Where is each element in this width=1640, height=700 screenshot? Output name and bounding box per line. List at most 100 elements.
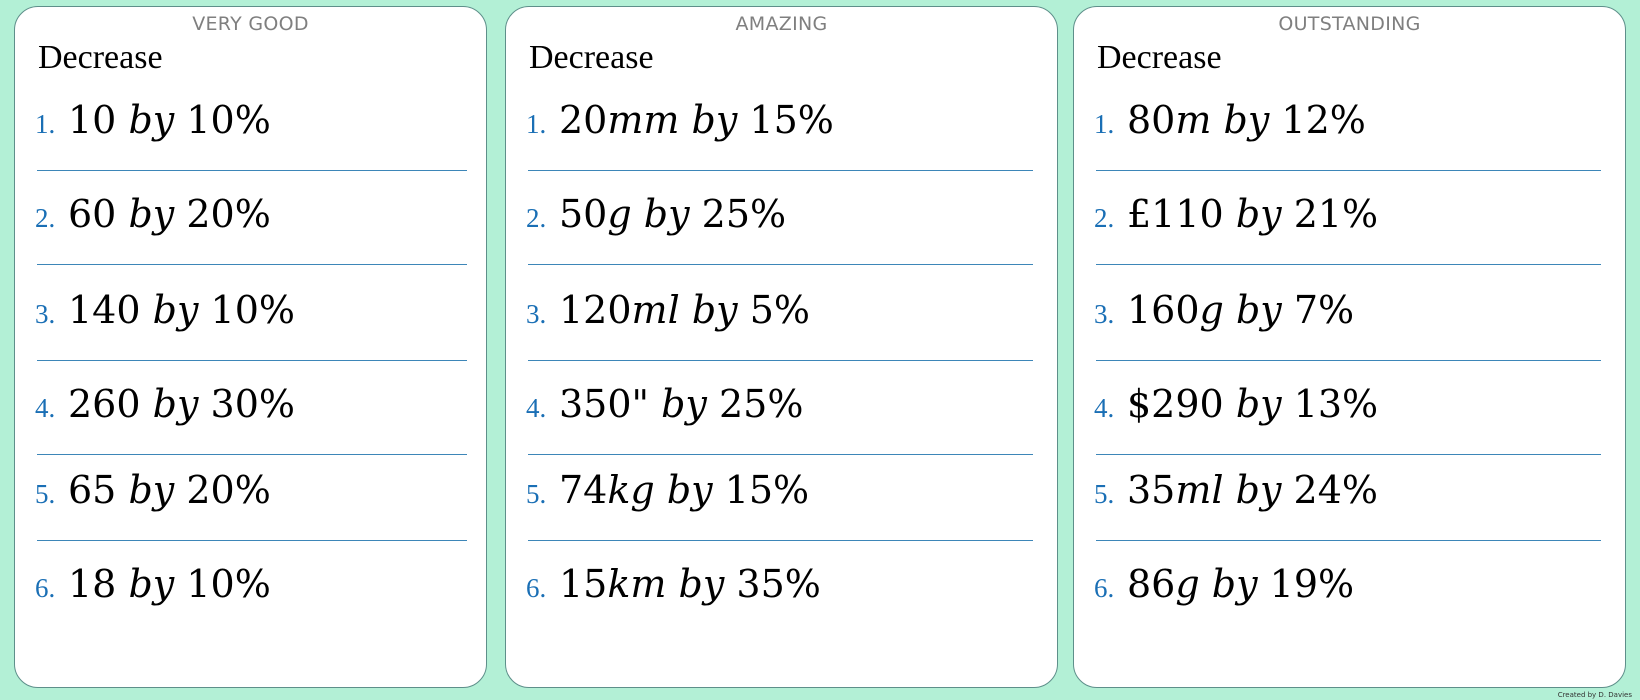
- question-percent: 10%: [186, 98, 271, 142]
- question-expression: 18 by 10%: [68, 562, 271, 606]
- answer-line: [1096, 454, 1601, 455]
- question-expression: 350" by 25%: [559, 382, 803, 426]
- question-row: 6. 18 by 10%: [15, 559, 486, 619]
- question-row: 5. 65 by 20%: [15, 465, 486, 525]
- question-row: 5. 74kg by 15%: [506, 465, 1057, 525]
- question-amount: 50: [559, 192, 608, 236]
- card-heading: Decrease: [529, 39, 654, 76]
- question-expression: 86g by 19%: [1127, 562, 1354, 606]
- question-number: 3.: [35, 299, 56, 329]
- question-unit: g: [1199, 288, 1224, 332]
- card-heading: Decrease: [38, 39, 163, 76]
- answer-line: [37, 170, 467, 171]
- question-amount: 160: [1127, 288, 1200, 332]
- answer-line: [1096, 540, 1601, 541]
- question-number: 5.: [1094, 479, 1115, 509]
- question-number: 6.: [35, 573, 56, 603]
- question-percent: 13%: [1293, 382, 1379, 426]
- question-expression: 65 by 20%: [68, 468, 271, 512]
- question-unit: m: [1175, 98, 1212, 142]
- question-amount: $290: [1127, 382, 1224, 426]
- question-expression: 260 by 30%: [68, 382, 295, 426]
- card-heading: Decrease: [1097, 39, 1222, 76]
- worksheet-card-very-good: VERY GOOD Decrease 1. 10 by 10% 2. 60 by 20…: [14, 6, 487, 688]
- question-amount: 140: [68, 288, 141, 332]
- question-amount: 65: [68, 468, 117, 512]
- question-row: 2. £110 by 21%: [1074, 189, 1625, 249]
- question-unit: mm: [607, 98, 680, 142]
- answer-line: [528, 264, 1033, 265]
- question-amount: 60: [68, 192, 117, 236]
- question-by: by: [152, 288, 199, 332]
- question-by: by: [1235, 468, 1282, 512]
- question-by: by: [1235, 192, 1282, 236]
- question-row: 3. 140 by 10%: [15, 285, 486, 345]
- question-by: by: [1211, 562, 1258, 606]
- card-title: VERY GOOD: [192, 13, 309, 35]
- question-row: 3. 160g by 7%: [1074, 285, 1625, 345]
- question-number: 2.: [526, 203, 547, 233]
- answer-line: [1096, 360, 1601, 361]
- card-title: OUTSTANDING: [1278, 13, 1421, 35]
- question-percent: 15%: [749, 98, 834, 142]
- question-by: by: [678, 562, 725, 606]
- question-unit: ml: [1175, 468, 1224, 512]
- question-unit: ml: [631, 288, 680, 332]
- question-row: 4. 260 by 30%: [15, 379, 486, 439]
- question-by: by: [1235, 382, 1282, 426]
- question-percent: 10%: [186, 562, 271, 606]
- question-row: 4. 350" by 25%: [506, 379, 1057, 439]
- worksheet-card-outstanding: OUTSTANDING Decrease 1. 80m by 12% 2. £110 …: [1073, 6, 1626, 688]
- question-expression: 10 by 10%: [68, 98, 271, 142]
- question-expression: 140 by 10%: [68, 288, 295, 332]
- question-amount: 120: [559, 288, 632, 332]
- question-by: by: [661, 382, 707, 426]
- question-number: 2.: [35, 203, 56, 233]
- question-by: by: [691, 98, 738, 142]
- question-row: 4. $290 by 13%: [1074, 379, 1625, 439]
- answer-line: [528, 454, 1033, 455]
- question-row: 3. 120ml by 5%: [506, 285, 1057, 345]
- question-percent: 15%: [724, 468, 810, 512]
- question-by: by: [152, 382, 199, 426]
- question-by: by: [691, 288, 738, 332]
- question-amount: £110: [1127, 192, 1224, 236]
- answer-line: [528, 540, 1033, 541]
- question-percent: 30%: [210, 382, 295, 426]
- answer-line: [1096, 170, 1601, 171]
- question-number: 2.: [1094, 203, 1115, 233]
- question-expression: 74kg by 15%: [559, 468, 809, 512]
- question-number: 4.: [526, 393, 547, 423]
- question-expression: 50g by 25%: [559, 192, 786, 236]
- answer-line: [37, 540, 467, 541]
- question-unit: kg: [607, 468, 655, 512]
- question-percent: 35%: [736, 562, 821, 606]
- question-by: by: [666, 468, 713, 512]
- question-expression: £110 by 21%: [1127, 192, 1378, 236]
- question-row: 1. 10 by 10%: [15, 95, 486, 155]
- question-number: 4.: [1094, 393, 1115, 423]
- answer-line: [528, 360, 1033, 361]
- question-percent: 25%: [701, 192, 787, 236]
- question-number: 1.: [35, 109, 56, 139]
- answer-line: [37, 360, 467, 361]
- question-by: by: [1223, 98, 1270, 142]
- question-expression: 160g by 7%: [1127, 288, 1354, 332]
- question-row: 5. 35ml by 24%: [1074, 465, 1625, 525]
- question-percent: 20%: [186, 192, 271, 236]
- answer-line: [528, 170, 1033, 171]
- question-percent: 20%: [186, 468, 271, 512]
- question-amount: 18: [68, 562, 117, 606]
- credit-text: Created by D. Davies: [1557, 691, 1632, 699]
- question-amount: 86: [1127, 562, 1176, 606]
- answer-line: [37, 264, 467, 265]
- question-expression: 35ml by 24%: [1127, 468, 1378, 512]
- question-expression: 60 by 20%: [68, 192, 271, 236]
- question-expression: 15km by 35%: [559, 562, 821, 606]
- question-percent: 25%: [719, 382, 804, 426]
- question-number: 6.: [1094, 573, 1115, 603]
- question-amount: 74: [559, 468, 608, 512]
- question-amount: 10: [68, 98, 117, 142]
- question-unit: g: [607, 192, 632, 236]
- question-by: by: [128, 468, 175, 512]
